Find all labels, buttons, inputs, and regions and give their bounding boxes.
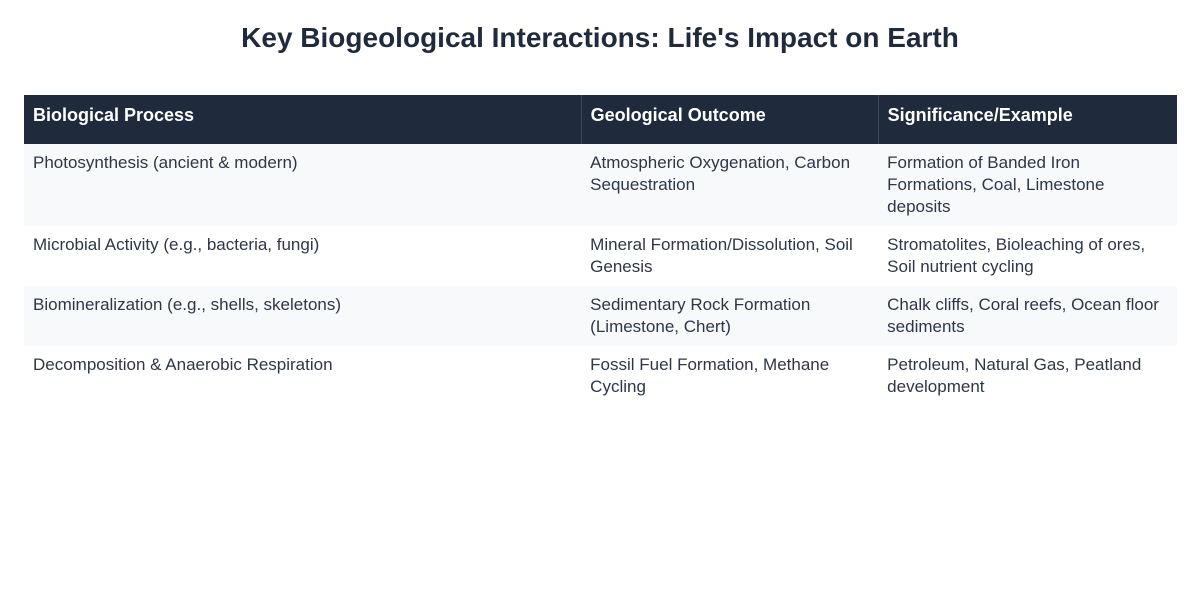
table-row: Biomineralization (e.g., shells, skeleto… [24,286,1177,346]
header-row: Biological Process Geological Outcome Sign… [24,95,1177,144]
table-cell: Stromatolites, Bioleaching of ores, Soil… [878,226,1177,286]
column-header: Biological Process [24,95,582,144]
table-cell: Photosynthesis (ancient & modern) [24,144,582,226]
column-header: Significance/Example [877,95,1177,144]
table-body: Photosynthesis (ancient & modern) Atmosph… [24,144,1177,406]
table-cell: Sedimentary Rock Formation (Limestone, C… [581,286,879,346]
table-cell: Petroleum, Natural Gas, Peatland develop… [878,346,1177,406]
table-cell: Formation of Banded Iron Formations, Coa… [878,144,1177,226]
title: Key Biogeological Interactions: Life's I… [241,22,959,53]
table-cell: Mineral Formation/Dissolution, Soil Gene… [581,226,879,286]
table-row: Photosynthesis (ancient & modern) Atmosph… [24,144,1177,226]
table-cell: Chalk cliffs, Coral reefs, Ocean floor s… [878,286,1177,346]
table-cell: Fossil Fuel Formation, Methane Cycling [581,346,879,406]
column-header: Geological Outcome [580,95,879,144]
table-cell: Microbial Activity (e.g., bacteria, fung… [24,226,582,286]
table-cell: Decomposition & Anaerobic Respiration [24,346,582,406]
table-cell: Biomineralization (e.g., shells, skeleto… [24,286,582,346]
table-row: Decomposition & Anaerobic Respiration Fos… [24,346,1177,406]
table-row: Microbial Activity (e.g., bacteria, fung… [24,226,1177,286]
table-cell: Atmospheric Oxygenation, Carbon Sequestr… [581,144,879,226]
data-table: Biological Process Geological Outcome Sign… [24,95,1177,406]
